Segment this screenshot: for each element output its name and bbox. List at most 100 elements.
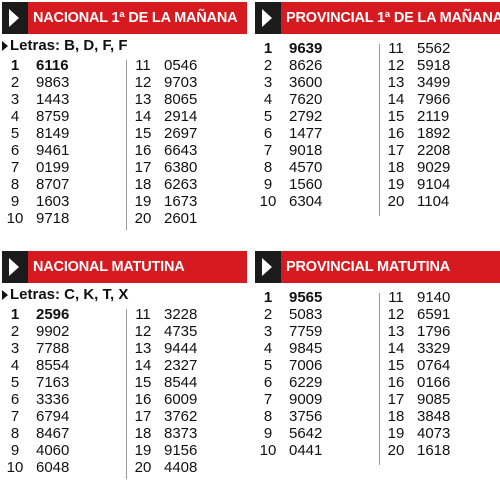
result-row: 9 1603: [2, 193, 122, 210]
result-position: 6: [263, 374, 273, 391]
results-right-column: 11 0546 12 9703 13 8065 14 2914 15 2697 16 6643 17 63…: [130, 57, 247, 227]
result-row: 18 3848: [383, 408, 500, 425]
play-arrow-icon: [2, 2, 28, 34]
result-position: 7: [263, 391, 273, 408]
result-row: 14 7966: [383, 91, 500, 108]
column-divider: [379, 44, 380, 216]
panel-header: NACIONAL 1ª DE LA MAÑANA: [2, 2, 247, 34]
result-position: 15: [134, 125, 152, 142]
result-position: 13: [134, 91, 152, 108]
result-number: 7788: [36, 340, 70, 357]
result-position: 20: [387, 193, 405, 210]
result-number: 0441: [289, 442, 323, 459]
result-row: 2 8626: [255, 57, 375, 74]
result-row: 16 6009: [130, 391, 247, 408]
result-position: 6: [10, 142, 20, 159]
result-position: 16: [387, 125, 405, 142]
result-row: 15 2119: [383, 108, 500, 125]
result-number: 9902: [36, 323, 70, 340]
result-position: 19: [387, 425, 405, 442]
result-position: 7: [10, 159, 20, 176]
result-number: 6229: [289, 374, 323, 391]
result-position: 17: [134, 159, 152, 176]
results-left-column: 1 9639 2 8626 3 3600 4 7620 5 2792 6 1477 7 9018 8 4570…: [255, 40, 375, 210]
result-position: 17: [387, 142, 405, 159]
result-number: 1618: [417, 442, 451, 459]
result-row: 18 8373: [130, 425, 247, 442]
result-row: 3 7759: [255, 323, 375, 340]
result-row: 5 7163: [2, 374, 122, 391]
result-row: 8 8707: [2, 176, 122, 193]
result-position: 9: [10, 193, 20, 210]
result-row: 20 2601: [130, 210, 247, 227]
result-position: 2: [263, 306, 273, 323]
result-row: 13 1796: [383, 323, 500, 340]
result-row: 16 1892: [383, 125, 500, 142]
result-number: 1673: [164, 193, 198, 210]
result-row: 20 1104: [383, 193, 500, 210]
result-position: 19: [387, 176, 405, 193]
result-number: 2792: [289, 108, 323, 125]
results-left-column: 1 9565 2 5083 3 7759 4 9845 5 7006 6 6229 7 9009 8 3756…: [255, 289, 375, 459]
result-number: 9009: [289, 391, 323, 408]
result-row: 14 2327: [130, 357, 247, 374]
result-position: 2: [263, 57, 273, 74]
result-position: 6: [263, 125, 273, 142]
result-number: 6009: [164, 391, 198, 408]
result-position: 9: [263, 425, 273, 442]
result-number: 8759: [36, 108, 70, 125]
result-number: 9718: [36, 210, 70, 227]
result-number: 3329: [417, 340, 451, 357]
result-position: 19: [134, 193, 152, 210]
panel-nacional-matutina: NACIONAL MATUTINA Letras: C, K, T, X 1 2 5…: [2, 251, 247, 481]
result-row: 11 9140: [383, 289, 500, 306]
column-divider: [126, 309, 127, 479]
result-position: 12: [387, 306, 405, 323]
result-row: 12 4735: [130, 323, 247, 340]
result-position: 5: [10, 374, 20, 391]
result-row: 7 0199: [2, 159, 122, 176]
result-position: 17: [387, 391, 405, 408]
panel-title: NACIONAL MATUTINA: [33, 259, 185, 275]
result-row: 7 6794: [2, 408, 122, 425]
result-row: 8 3756: [255, 408, 375, 425]
result-number: 4408: [164, 459, 198, 476]
result-position: 8: [263, 408, 273, 425]
result-row: 3 1443: [2, 91, 122, 108]
result-position: 1: [263, 289, 273, 306]
panel-provincial-primera: PROVINCIAL 1ª DE LA MAÑANA 1 9639 2 8626 3 36…: [255, 2, 500, 237]
result-number: 3756: [289, 408, 323, 425]
result-position: 4: [10, 108, 20, 125]
result-position: 20: [387, 442, 405, 459]
result-number: 9444: [164, 340, 198, 357]
panel-provincial-matutina: PROVINCIAL MATUTINA 1 9565 2 5083 3 7759 4 9845…: [255, 251, 500, 481]
result-position: 3: [263, 74, 273, 91]
result-number: 8373: [164, 425, 198, 442]
letras-text: Letras: B, D, F, F: [10, 37, 128, 54]
result-row: 17 3762: [130, 408, 247, 425]
result-position: 14: [134, 108, 152, 125]
result-position: 11: [388, 289, 404, 306]
result-position: 12: [134, 323, 152, 340]
result-number: 4073: [417, 425, 451, 442]
result-row: 4 9845: [255, 340, 375, 357]
result-row: 19 4073: [383, 425, 500, 442]
results-right-column: 11 5562 12 5918 13 3499 14 7966 15 2119 16 1892 17 22…: [383, 40, 500, 210]
result-position: 8: [10, 176, 20, 193]
letras-text: Letras: C, K, T, X: [10, 286, 129, 303]
result-row: 6 6229: [255, 374, 375, 391]
result-row: 15 2697: [130, 125, 247, 142]
result-number: 1443: [36, 91, 70, 108]
result-row: 10 9718: [2, 210, 122, 227]
result-number: 9863: [36, 74, 70, 91]
panel-nacional-primera: NACIONAL 1ª DE LA MAÑANA Letras: B, D, F…: [2, 2, 247, 237]
result-position: 11: [135, 306, 151, 323]
result-position: 7: [10, 408, 20, 425]
result-row: 8 8467: [2, 425, 122, 442]
result-row: 17 6380: [130, 159, 247, 176]
result-row: 6 1477: [255, 125, 375, 142]
result-row: 9 1560: [255, 176, 375, 193]
results-left-column: 1 2596 2 9902 3 7788 4 8554 5 7163 6 3336 7 6794 8 8467…: [2, 306, 122, 476]
play-arrow-icon: [255, 2, 281, 34]
result-row: 3 3600: [255, 74, 375, 91]
